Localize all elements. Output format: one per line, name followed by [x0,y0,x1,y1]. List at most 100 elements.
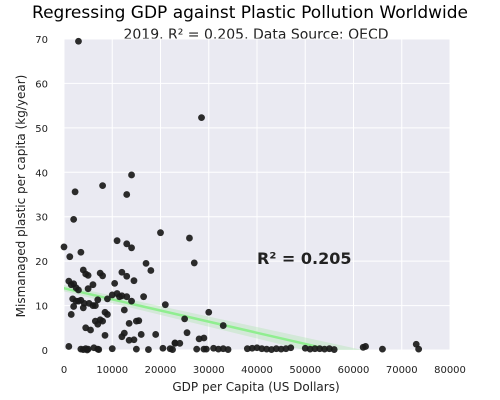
data-point [75,286,82,294]
data-point [84,285,92,293]
data-point [84,345,92,353]
data-point [113,237,121,245]
data-point [101,308,109,316]
y-tick-label: 50 [35,124,48,135]
data-point [75,37,82,45]
data-point [330,346,338,353]
data-point [130,277,138,285]
data-point [94,345,102,353]
data-point [169,346,176,353]
x-tick-label: 70000 [386,365,418,376]
data-point [104,295,111,303]
data-point [101,331,109,339]
data-point [123,191,131,198]
data-point [96,316,104,324]
data-point [67,311,75,318]
data-point [287,344,295,352]
y-tick-label: 20 [35,257,48,268]
data-point [89,281,97,289]
data-point [362,343,369,350]
data-point [161,301,169,309]
data-point [186,234,193,242]
data-point [87,326,94,334]
data-point [128,244,135,252]
confidence-band [64,285,363,350]
x-tick-label: 0 [61,365,67,376]
data-point [171,339,179,347]
x-tick-label: 20000 [145,365,177,376]
data-point [70,215,78,223]
x-tick-label: 30000 [193,365,225,376]
data-point [118,268,126,276]
data-point [120,329,128,337]
data-point [137,331,145,338]
data-point [116,293,123,301]
data-point [132,345,140,353]
data-point [77,248,85,256]
data-point [145,346,152,353]
chart-title: Regressing GDP against Plastic Pollution… [32,3,468,23]
data-point [176,339,184,347]
y-tick-label: 10 [35,302,48,313]
data-point [200,334,208,342]
data-point [123,240,131,248]
x-tick-label: 60000 [338,365,370,376]
data-point [99,182,106,190]
data-point [65,343,73,350]
data-point [200,345,208,353]
r-squared-annotation: R² = 0.205 [257,249,351,268]
y-tick-label: 0 [42,346,48,357]
data-point [70,303,78,310]
data-point [147,267,155,274]
data-point [142,259,150,267]
data-point [111,279,119,287]
y-tick-labels: 0 10 20 30 40 50 60 70 [35,35,48,357]
data-point [415,345,423,353]
data-point [190,259,198,267]
regression-line-group [64,285,363,350]
data-point [120,306,128,314]
data-point [125,336,133,344]
data-point [128,297,135,305]
data-point [311,345,319,353]
y-tick-label: 70 [35,35,48,46]
data-point [181,315,189,323]
x-tick-labels: 0 10000 20000 30000 40000 50000 60000 70000 8000… [61,365,466,376]
data-point [71,188,79,196]
data-point [75,297,82,305]
data-point [379,345,386,353]
data-point [79,304,87,312]
grid-lines [63,38,451,351]
x-tick-label: 10000 [96,365,128,376]
regression-line [64,286,338,350]
data-point [66,253,74,261]
data-point [198,114,205,122]
data-point [84,271,92,279]
data-point [140,293,148,301]
data-point [132,317,140,325]
data-point [157,229,164,237]
x-tick-label: 40000 [241,365,273,376]
y-tick-label: 60 [35,79,48,90]
x-tick-label: 50000 [289,365,321,376]
data-point [60,243,68,251]
data-point [159,344,167,352]
data-point [152,331,160,338]
data-point [205,308,213,316]
data-point [125,319,133,327]
y-tick-label: 40 [35,168,48,179]
data-point [183,329,191,337]
x-tick-label: 80000 [434,365,466,376]
data-point [94,296,102,304]
x-axis-label: GDP per Capita (US Dollars) [172,380,339,394]
data-point [108,345,116,353]
data-point [219,322,227,329]
data-point [91,302,99,309]
scatter-points [60,37,423,354]
y-axis-label: Mismanaged plastic per capita (kg/year) [14,75,28,318]
data-point [224,346,232,353]
data-point [99,272,106,280]
y-tick-label: 30 [35,213,48,224]
data-point [123,272,131,280]
